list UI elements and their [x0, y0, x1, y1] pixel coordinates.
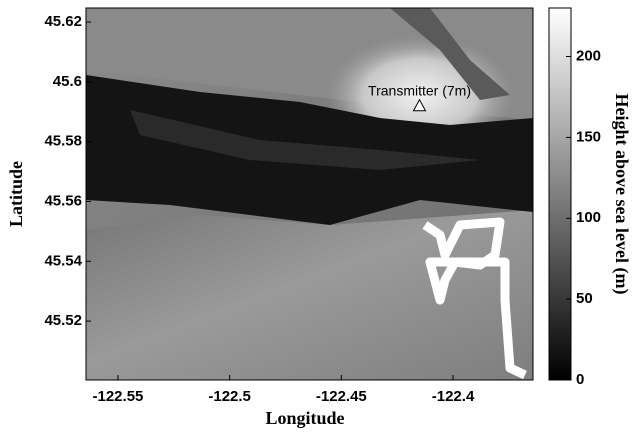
colorbar-tick-label: 0	[576, 371, 584, 388]
colorbar-tick-label: 100	[576, 209, 601, 226]
chart: Longitude Latitude Height above sea leve…	[0, 0, 633, 436]
y-tick-label: 45.52	[44, 312, 82, 329]
south-terrain	[86, 210, 533, 380]
colorbar-label: Height above sea level (m)	[611, 94, 632, 295]
x-tick-label: -122.4	[432, 388, 475, 405]
y-axis-label: Latitude	[6, 161, 26, 227]
x-axis-label: Longitude	[265, 408, 344, 428]
colorbar	[549, 8, 571, 380]
y-tick-label: 45.56	[44, 192, 82, 209]
y-tick-label: 45.58	[44, 133, 82, 150]
y-tick-label: 45.54	[44, 252, 82, 269]
x-tick-label: -122.55	[93, 388, 144, 405]
x-tick-label: -122.5	[208, 388, 251, 405]
y-tick-label: 45.6	[53, 73, 82, 90]
y-tick-label: 45.62	[44, 13, 82, 30]
x-tick-label: -122.45	[316, 388, 367, 405]
terrain	[86, 8, 533, 380]
annotation: Transmitter (7m)	[368, 82, 471, 98]
colorbar-tick-label: 50	[576, 290, 593, 307]
colorbar-tick-label: 150	[576, 128, 601, 145]
colorbar-tick-label: 200	[576, 47, 601, 64]
